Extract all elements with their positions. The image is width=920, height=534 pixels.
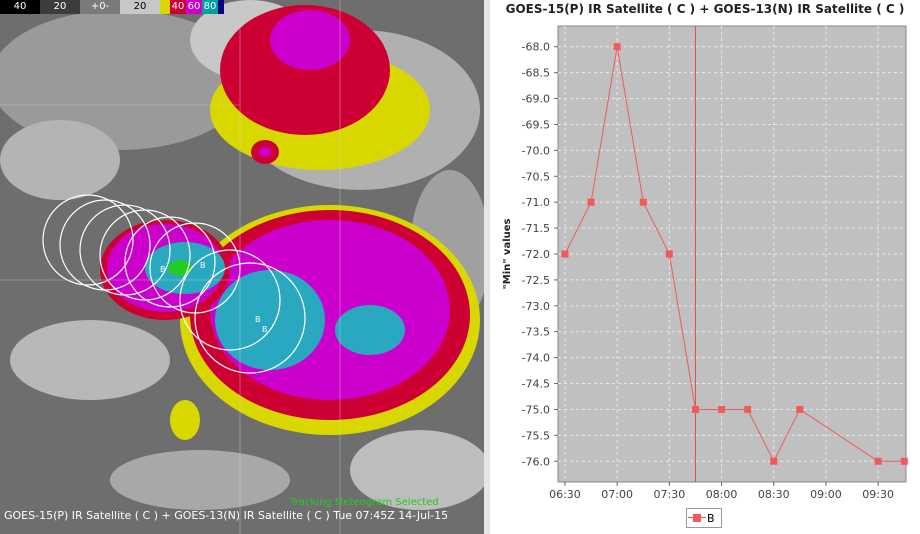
data-point [900, 457, 908, 465]
x-tick-label: 09:30 [862, 488, 894, 501]
tracking-meteogram-label: Tracking Meteogram Selected [290, 497, 439, 508]
y-tick-label: -73.0 [522, 300, 550, 313]
svg-text:B: B [200, 261, 206, 270]
color-scale-segment: 40 [170, 0, 186, 14]
data-point [639, 198, 647, 206]
legend-label-b: B [707, 511, 715, 525]
svg-text:B: B [160, 265, 166, 274]
data-point [796, 405, 804, 413]
color-scale-segment [218, 0, 224, 14]
y-axis-label: "Min" values [502, 218, 513, 289]
x-tick-label: 07:00 [601, 488, 633, 501]
data-point [770, 457, 778, 465]
y-tick-label: -72.0 [522, 248, 550, 261]
y-tick-label: -70.5 [522, 170, 550, 183]
y-tick-label: -68.0 [522, 41, 550, 54]
y-tick-label: -69.0 [522, 93, 550, 106]
x-tick-label: 08:30 [758, 488, 790, 501]
data-point [665, 250, 673, 258]
y-tick-label: -71.0 [522, 196, 550, 209]
color-scale-segment: 20 [120, 0, 160, 14]
satellite-ir-image[interactable]: B B B B [0, 0, 484, 534]
data-point [718, 405, 726, 413]
y-tick-label: -76.0 [522, 455, 550, 468]
y-tick-label: -71.5 [522, 222, 550, 235]
color-scale-segment: 80 [202, 0, 218, 14]
y-tick-label: -69.5 [522, 118, 550, 131]
chart-legend: B [686, 508, 722, 528]
data-point [744, 405, 752, 413]
y-tick-label: -74.5 [522, 378, 550, 391]
meteogram-panel: GOES-15(P) IR Satellite ( C ) + GOES-13(… [490, 0, 920, 534]
chart-title: GOES-15(P) IR Satellite ( C ) + GOES-13(… [505, 2, 905, 16]
data-point [561, 250, 569, 258]
data-point [587, 198, 595, 206]
y-tick-label: -72.5 [522, 274, 550, 287]
map-caption: GOES-15(P) IR Satellite ( C ) + GOES-13(… [4, 509, 449, 522]
data-point [874, 457, 882, 465]
color-scale-segment: 40 [0, 0, 40, 14]
x-tick-label: 06:30 [549, 488, 581, 501]
x-tick-label: 07:30 [654, 488, 686, 501]
meteogram-chart[interactable]: -68.0 -68.5 -69.0 -69.5 -70.0 -70.5 -71.0 -71.5… [490, 0, 920, 534]
data-point [691, 405, 699, 413]
x-tick-label: 08:00 [706, 488, 738, 501]
color-scale-segment: 20 [40, 0, 80, 14]
y-tick-label: -73.5 [522, 326, 550, 339]
color-scale-bar: 40 20 +0- 20 40 60 80 [0, 0, 242, 14]
color-scale-segment [160, 0, 170, 14]
y-tick-label: -75.5 [522, 429, 550, 442]
series-line-b [564, 46, 905, 463]
color-scale-segment: +0- [80, 0, 120, 14]
y-tick-label: -68.5 [522, 67, 550, 80]
color-scale-segment: 60 [186, 0, 202, 14]
satellite-image-panel[interactable]: B B B B 40 20 +0- 20 40 60 80 Tracking M… [0, 0, 484, 534]
y-tick-label: -75.0 [522, 403, 550, 416]
y-tick-label: -70.0 [522, 144, 550, 157]
legend-swatch-b [688, 514, 706, 522]
data-point [613, 43, 621, 51]
panel-divider[interactable] [484, 0, 490, 534]
svg-text:B: B [255, 315, 261, 324]
y-tick-label: -74.0 [522, 352, 550, 365]
x-tick-label: 09:00 [810, 488, 842, 501]
svg-text:B: B [262, 325, 268, 334]
